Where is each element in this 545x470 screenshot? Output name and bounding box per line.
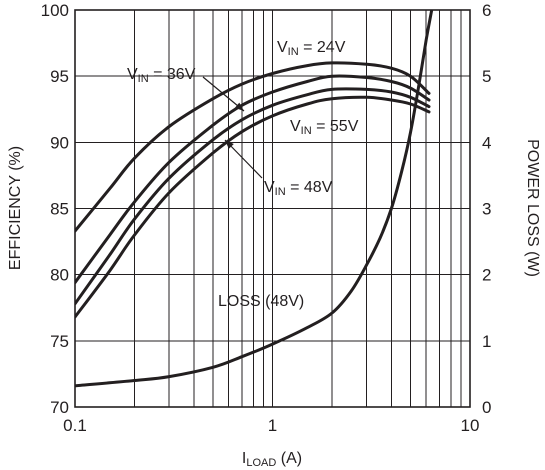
- y2-tick-label: 1: [482, 332, 491, 351]
- series-label-loss-48v: LOSS (48V): [218, 293, 304, 310]
- y-tick-label: 75: [50, 332, 69, 351]
- curves: [75, 10, 434, 388]
- y2-tick-label: 2: [482, 266, 491, 285]
- x-tick-label: 10: [461, 416, 480, 435]
- curve-vin-48v: [75, 87, 431, 306]
- y2-tick-label: 6: [482, 1, 491, 20]
- series-labels: VIN = 24V VIN = 36V VIN = 48V VIN = 55V …: [127, 39, 359, 310]
- leader-vin-36v-head: [234, 102, 244, 111]
- series-label-vin-55v: VIN = 55V: [290, 118, 359, 137]
- series-label-vin-24v: VIN = 24V: [277, 39, 346, 58]
- x-axis-title-sub: LOAD: [246, 457, 276, 469]
- y2-tick-label: 4: [482, 133, 491, 152]
- y2-tick-label: 5: [482, 67, 491, 86]
- y-tick-label: 70: [50, 398, 69, 417]
- curve-vin-36v: [75, 74, 431, 285]
- series-label-vin-48v: VIN = 48V: [264, 179, 333, 198]
- y-tick-label: 95: [50, 67, 69, 86]
- y-axis-title: EFFICIENCY (%): [7, 146, 24, 270]
- x-axis-title-main: I: [242, 450, 246, 467]
- y-tick-label: 90: [50, 133, 69, 152]
- y2-tick-label: 0: [482, 398, 491, 417]
- y2-axis-title: POWER LOSS (W): [524, 139, 541, 277]
- plot-frame: [74, 9, 471, 408]
- grid: [75, 9, 470, 408]
- y2-tick-label: 3: [482, 200, 491, 219]
- curve-vin-55v: [75, 95, 431, 319]
- curve-loss-48v: [75, 10, 434, 388]
- x-axis-title-unit: (A): [276, 450, 302, 467]
- series-label-vin-36v: VIN = 36V: [127, 66, 196, 85]
- y-tick-label: 85: [50, 200, 69, 219]
- tick-labels: 70 75 80 85 90 95 100 0 1 2 3 4 5 6 0.1 1 10: [41, 1, 492, 435]
- x-tick-label: 1: [268, 416, 277, 435]
- curve-vin-24v: [75, 61, 431, 233]
- y-tick-label: 100: [41, 1, 69, 20]
- label-leaders: [202, 76, 263, 179]
- x-tick-label: 0.1: [63, 416, 87, 435]
- x-axis-title: ILOAD (A): [242, 450, 302, 469]
- leader-vin-48v-head: [225, 140, 234, 149]
- y-tick-label: 80: [50, 266, 69, 285]
